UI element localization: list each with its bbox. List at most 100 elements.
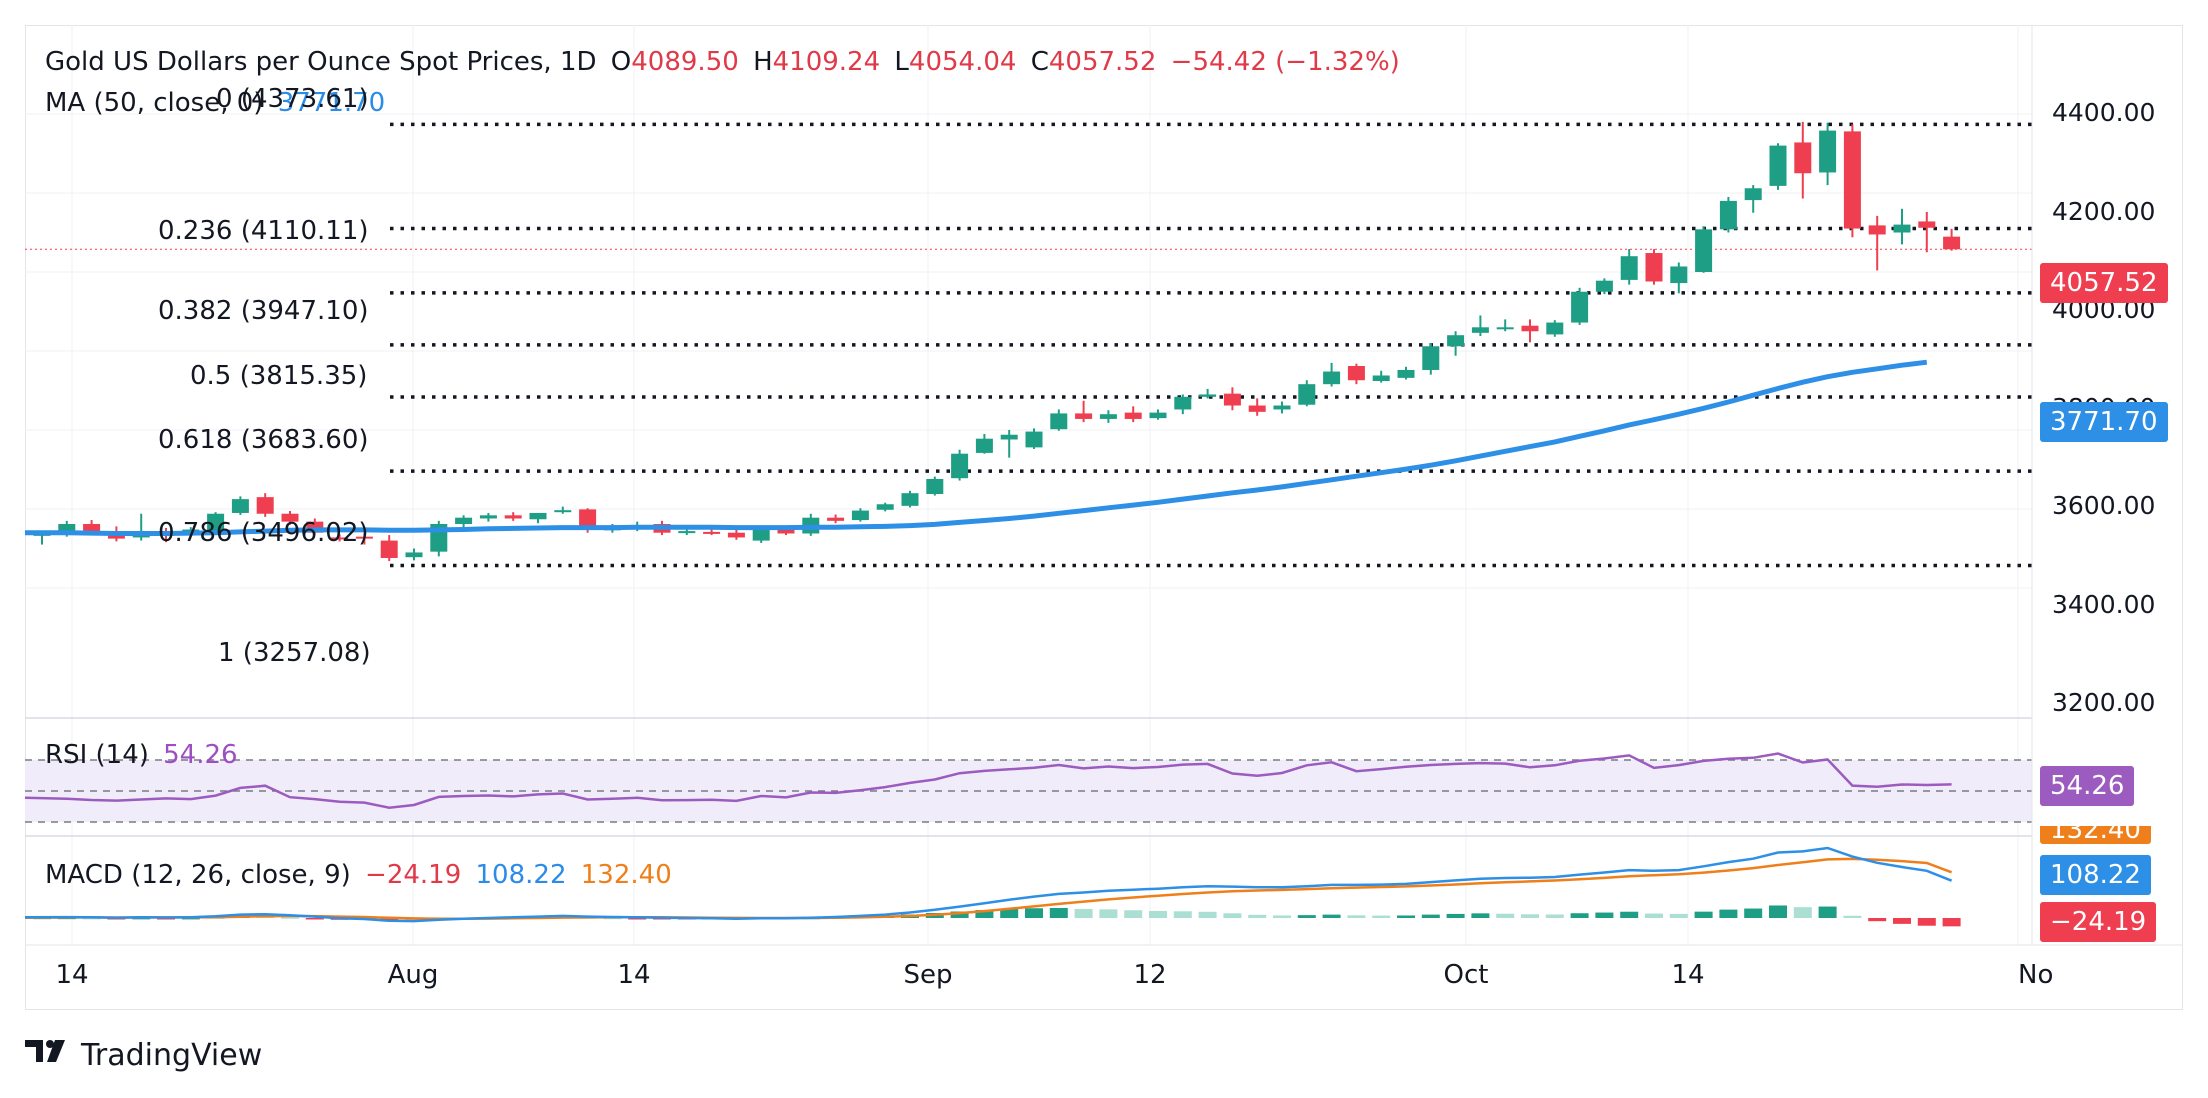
candle-body <box>1496 327 1514 330</box>
price-axis-4200: 4200.00 <box>2052 197 2156 226</box>
macd-histogram-bar <box>1868 918 1887 922</box>
macd-legend: MACD (12, 26, close, 9) −24.19 108.22 13… <box>45 860 678 890</box>
macd-histogram-bar <box>1446 913 1465 918</box>
ma-price-tag: 3771.70 <box>2040 402 2168 442</box>
low-label: L <box>894 47 909 77</box>
candle-body <box>58 524 76 533</box>
macd-histogram-bar <box>1818 906 1837 918</box>
candle-body <box>1199 394 1217 397</box>
macd-hist-value: −24.19 <box>365 860 462 890</box>
macd-histogram-bar <box>1917 918 1936 926</box>
macd-histogram-bar <box>1694 911 1713 918</box>
macd-histogram-bar <box>1347 915 1366 918</box>
macd-histogram-bar <box>1496 913 1515 918</box>
macd-histogram-bar <box>1793 907 1812 918</box>
candle-body <box>827 517 845 521</box>
signal-value-tag: 132.40 <box>2040 826 2151 844</box>
close-label: C <box>1030 47 1049 77</box>
low-value: 4054.04 <box>908 47 1017 77</box>
candle-body <box>207 513 225 532</box>
candle-body <box>231 499 249 513</box>
candle-body <box>479 515 497 519</box>
macd-value-tag: 108.22 <box>2040 855 2151 895</box>
macd-signal-value: 132.40 <box>580 860 672 890</box>
candle-body <box>678 531 696 534</box>
rsi-label: RSI (14) <box>45 740 149 770</box>
ma-line <box>25 359 1928 536</box>
candle-body <box>727 532 745 538</box>
candle-body <box>1695 229 1713 272</box>
open-label: O <box>610 47 632 77</box>
macd-histogram-bar <box>305 918 324 920</box>
fib-label-0236: 0.236 (4110.11) <box>158 216 369 246</box>
x-label-nov: No <box>2018 960 2054 990</box>
macd-histogram-bar <box>1273 915 1291 918</box>
candle-body <box>1868 225 1886 235</box>
macd-histogram-bar <box>1521 914 1539 918</box>
candle-body <box>851 510 869 521</box>
macd-line-value: 108.22 <box>475 860 567 890</box>
macd-histogram-bar <box>1297 915 1316 918</box>
x-label-oct14: 14 <box>1671 960 1705 990</box>
candle-body <box>1571 291 1589 323</box>
ma-value: 3771.70 <box>277 88 386 118</box>
candle-body <box>529 512 547 520</box>
open-value: 4089.50 <box>631 47 739 77</box>
macd-histogram-bar <box>628 918 647 920</box>
high-label: H <box>753 47 773 77</box>
rsi-layer <box>24 752 2032 823</box>
rsi-value: 54.26 <box>163 740 238 770</box>
candle-body <box>256 497 274 514</box>
macd-histogram-bar <box>1049 907 1068 918</box>
candle-body <box>281 513 299 522</box>
candle-body <box>1670 266 1688 284</box>
macd-histogram-bar <box>1645 913 1663 918</box>
macd-histogram-bar <box>1149 910 1167 918</box>
fib-label-0786: 0.786 (3496.02) <box>158 518 369 548</box>
candle-body <box>975 438 993 453</box>
macd-histogram-bar <box>157 918 175 920</box>
x-label-sep: Sep <box>903 960 953 990</box>
close-price-tag: 4057.52 <box>2040 263 2168 303</box>
candle-body <box>1347 366 1365 381</box>
candle-body <box>504 515 522 519</box>
candle-body <box>1273 405 1291 410</box>
macd-histogram-bar <box>1545 914 1564 918</box>
fib-label-05: 0.5 (3815.35) <box>190 361 368 391</box>
candle-body <box>380 540 398 558</box>
pane-separators <box>25 25 2183 946</box>
fib-label-0: 0 (4373.61) <box>216 84 369 114</box>
macd-histogram-bar <box>1744 908 1763 918</box>
macd-histogram-bar <box>1893 918 1911 924</box>
macd-histogram-bar <box>1173 911 1192 918</box>
candle-body <box>1323 371 1341 385</box>
candle-body <box>1149 412 1167 419</box>
candle-body <box>1000 434 1018 440</box>
candle-body <box>926 478 944 494</box>
macd-histogram-bar <box>1620 911 1639 918</box>
candle-body <box>1372 375 1390 382</box>
candle-body <box>1124 412 1142 419</box>
x-label-jul14: 14 <box>55 960 89 990</box>
candle-body <box>1521 325 1539 332</box>
candle-body <box>331 537 349 540</box>
candle-body <box>1447 335 1465 347</box>
tradingview-logo-icon <box>25 1036 73 1074</box>
chart-frame <box>25 25 2183 1010</box>
candle-body <box>1050 413 1068 430</box>
candle-body <box>1298 384 1316 405</box>
candle-body <box>579 509 597 530</box>
macd-histogram-bar <box>950 911 969 918</box>
candle-body <box>554 510 572 513</box>
candle-body <box>1099 414 1117 419</box>
x-label-aug: Aug <box>387 960 439 990</box>
high-value: 4109.24 <box>772 47 881 77</box>
change-value: −54.42 (−1.32%) <box>1170 47 1400 77</box>
tradingview-logo[interactable]: TradingView <box>25 1036 262 1074</box>
ma-layer <box>25 359 1928 536</box>
macd-histogram-bar <box>1397 915 1415 918</box>
candle-body <box>1471 327 1489 333</box>
macd-histogram-bar <box>1248 914 1267 918</box>
macd-histogram-bar <box>1223 913 1242 918</box>
